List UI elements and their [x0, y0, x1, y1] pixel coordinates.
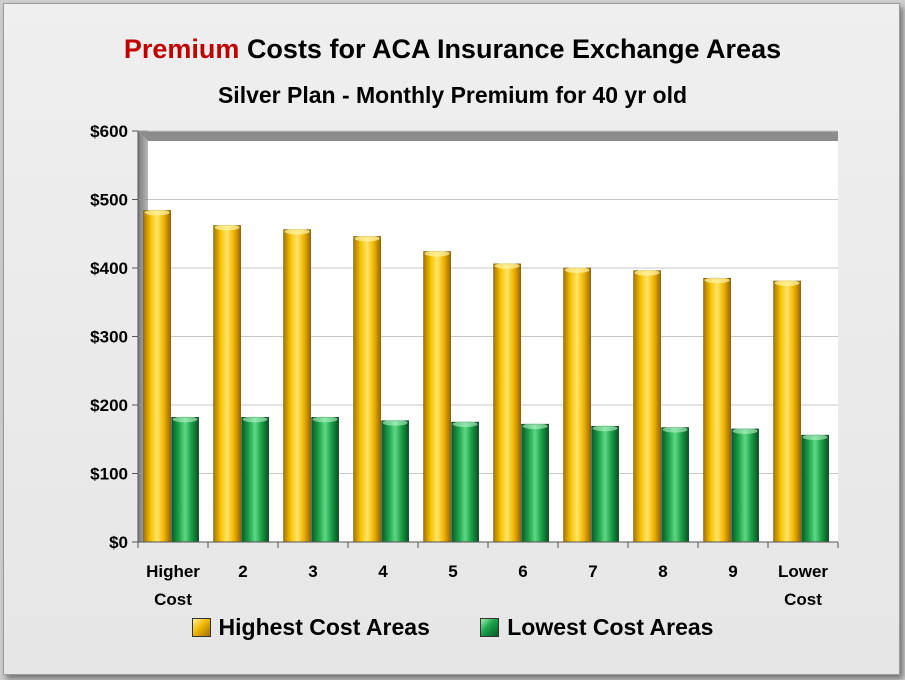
bar-highest-cap: [564, 267, 590, 273]
bar-highest: [633, 270, 661, 543]
chart-title: Premium Costs for ACA Insurance Exchange…: [0, 34, 905, 65]
bar-highest-cap: [704, 277, 730, 284]
legend: Highest Cost Areas Lowest Cost Areas: [0, 614, 905, 643]
y-tick-label: $500: [90, 191, 128, 210]
bar-lowest: [521, 423, 549, 543]
bar-highest-cap: [214, 224, 240, 231]
bar-highest-cap: [494, 262, 520, 269]
bar-lowest-cap: [662, 426, 688, 433]
y-tick-label: $100: [90, 465, 128, 484]
bar-lowest-cap: [592, 425, 618, 432]
bar-lowest: [381, 420, 409, 543]
bar-lowest-cap: [452, 421, 478, 428]
legend-label-highest: Highest Cost Areas: [218, 614, 430, 640]
bar-highest-cap: [354, 235, 380, 242]
axes: [132, 130, 839, 548]
bar-highest: [353, 236, 381, 543]
bar-highest: [703, 277, 731, 543]
bar-highest: [423, 251, 451, 543]
y-tick-labels: $0 $100 $200 $300 $400 $500 $600: [90, 122, 128, 552]
bar-lowest-cap: [172, 416, 198, 423]
title-accent-word: Premium: [123, 34, 240, 64]
bar-highest: [143, 210, 171, 543]
bar-highest: [213, 225, 241, 543]
bars: [143, 209, 829, 543]
x-tick-label: 5: [448, 562, 457, 581]
x-tick-label: 4: [378, 562, 388, 581]
bar-lowest-cap: [312, 416, 338, 423]
x-tick-label: 2: [238, 562, 247, 581]
y-tick-label: $300: [90, 328, 128, 347]
bar-lowest: [661, 427, 689, 543]
x-tick-label: 8: [658, 562, 667, 581]
x-tick-label: 3: [308, 562, 317, 581]
bar-lowest: [591, 425, 619, 543]
title-rest: Costs for ACA Insurance Exchange Areas: [246, 34, 782, 64]
y-tick-label: $600: [90, 122, 128, 141]
bar-lowest-cap: [522, 423, 548, 430]
y-tick-label: $0: [109, 533, 128, 552]
x-tick-label: 6: [518, 562, 527, 581]
bar-lowest: [451, 421, 479, 543]
bar-highest: [493, 263, 521, 543]
bar-lowest: [731, 428, 759, 543]
legend-item-lowest: Lowest Cost Areas: [480, 614, 713, 641]
bar-highest: [283, 229, 311, 543]
bar-lowest-cap: [242, 416, 268, 423]
legend-item-highest: Highest Cost Areas: [191, 614, 430, 641]
legend-label-lowest: Lowest Cost Areas: [507, 614, 714, 640]
plot-top-wall: [138, 131, 838, 141]
bar-lowest-cap: [382, 419, 408, 426]
y-tick-label: $200: [90, 396, 128, 415]
bar-highest: [773, 280, 801, 543]
bar-lowest-cap: [732, 427, 758, 434]
legend-swatch-green: [480, 618, 500, 637]
bar-lowest-cap: [802, 434, 828, 441]
x-tick-label: Lower Cost: [778, 562, 828, 609]
x-tick-label: 9: [728, 562, 737, 581]
bar-highest-cap: [774, 280, 800, 287]
bar-highest: [563, 267, 591, 543]
y-tick-label: $400: [90, 259, 128, 278]
bar-lowest: [311, 417, 339, 543]
bar-lowest: [801, 434, 829, 543]
bar-highest-cap: [634, 269, 660, 276]
x-tick-labels: Higher Cost 2 3 4 5 6 7 8 9 Lower Cost: [146, 562, 828, 609]
chart-subtitle: Silver Plan - Monthly Premium for 40 yr …: [217, 82, 688, 108]
legend-swatch-gold: [191, 618, 211, 637]
bar-lowest: [241, 417, 269, 543]
x-tick-label: 7: [588, 562, 597, 581]
bar-highest-cap: [424, 250, 450, 257]
x-tick-label: Higher Cost: [146, 562, 200, 609]
bar-lowest: [171, 417, 199, 543]
bar-highest-cap: [144, 209, 170, 216]
bar-highest-cap: [284, 228, 310, 235]
